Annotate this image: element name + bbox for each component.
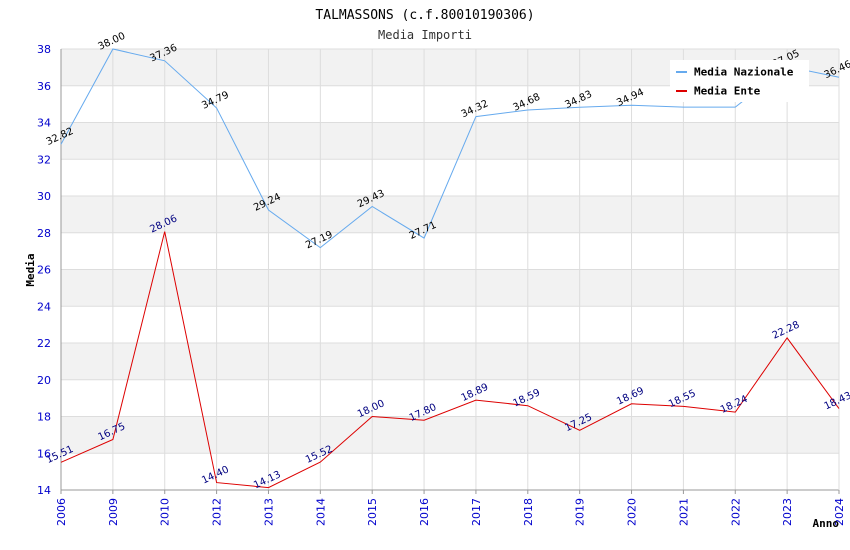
x-tick-label: 2020 bbox=[626, 498, 639, 526]
gridlines bbox=[60, 48, 840, 491]
x-tick-label: 2009 bbox=[107, 498, 120, 526]
y-tick-label: 30 bbox=[37, 190, 51, 203]
plot-band bbox=[61, 343, 839, 380]
y-tick-label: 20 bbox=[37, 374, 51, 387]
plot-band bbox=[61, 232, 839, 270]
x-tick-label: 2014 bbox=[314, 498, 327, 526]
plot-band bbox=[61, 453, 839, 490]
x-tick-label: 2016 bbox=[418, 498, 431, 526]
y-tick-label: 22 bbox=[37, 337, 51, 350]
legend-entry: Media Ente bbox=[694, 85, 761, 98]
y-tick-label: 26 bbox=[37, 264, 51, 277]
legend-entry: Media Nazionale bbox=[694, 66, 794, 79]
series-line-media-ente bbox=[60, 231, 840, 489]
y-tick-label: 36 bbox=[37, 80, 51, 93]
series-lines bbox=[60, 48, 840, 489]
plot-band bbox=[61, 196, 839, 233]
x-tick-label: 2010 bbox=[159, 498, 172, 526]
x-tick-label: 2006 bbox=[55, 498, 68, 526]
chart-title: TALMASSONS (c.f.80010190306) bbox=[315, 8, 534, 23]
x-tick-label: 2023 bbox=[781, 498, 794, 526]
legend-box bbox=[670, 60, 809, 102]
plot-band bbox=[61, 306, 839, 343]
x-tick-label: 2024 bbox=[833, 498, 846, 526]
x-tick-label: 2015 bbox=[366, 498, 379, 526]
legend: Media Nazionale Media Ente bbox=[670, 60, 809, 102]
y-tick-label: 18 bbox=[37, 411, 51, 424]
x-tick-label: 2021 bbox=[677, 498, 690, 526]
y-tick-label: 28 bbox=[37, 227, 51, 240]
plot-bands bbox=[61, 49, 839, 490]
axes bbox=[60, 49, 840, 494]
chart-subtitle: Media Importi bbox=[378, 28, 472, 42]
plot-band bbox=[61, 122, 839, 160]
x-tick-label: 2018 bbox=[522, 498, 535, 526]
y-tick-label: 32 bbox=[37, 153, 51, 166]
y-axis-label: Media bbox=[24, 253, 37, 286]
series-line-media-nazionale bbox=[60, 48, 840, 249]
y-tick-label: 24 bbox=[37, 300, 51, 313]
plot-band bbox=[61, 269, 839, 307]
x-axis-label: Anno bbox=[813, 517, 840, 530]
x-tick-label: 2022 bbox=[729, 498, 742, 526]
x-tick-label: 2017 bbox=[470, 498, 483, 526]
y-tick-label: 14 bbox=[37, 484, 51, 497]
y-tick-label: 34 bbox=[37, 117, 51, 130]
y-tick-label: 38 bbox=[37, 43, 51, 56]
x-tick-label: 2012 bbox=[211, 498, 224, 526]
plot-band bbox=[61, 416, 839, 454]
y-tick-label: 16 bbox=[37, 447, 51, 460]
x-tick-label: 2019 bbox=[574, 498, 587, 526]
x-tick-label: 2013 bbox=[262, 498, 275, 526]
